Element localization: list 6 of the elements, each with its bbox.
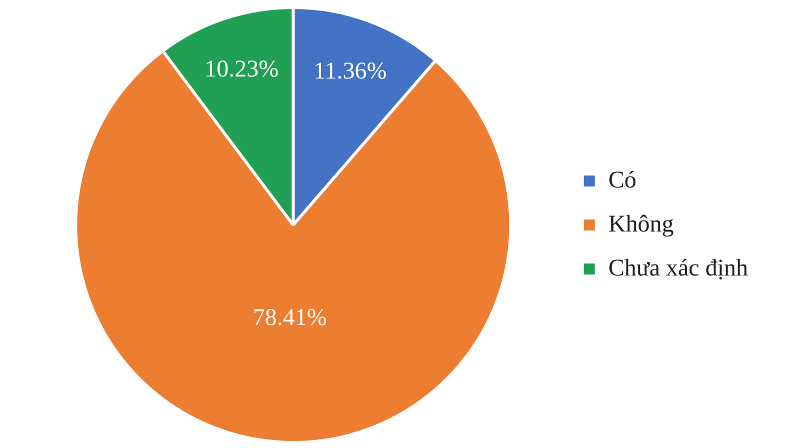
legend-label: Chưa xác định <box>608 255 748 282</box>
legend-label: Không <box>608 211 674 238</box>
legend-label: Có <box>608 167 636 194</box>
data-label: 10.23% <box>204 56 279 83</box>
data-label: 11.36% <box>314 58 387 84</box>
data-label: 78.41% <box>252 304 327 331</box>
